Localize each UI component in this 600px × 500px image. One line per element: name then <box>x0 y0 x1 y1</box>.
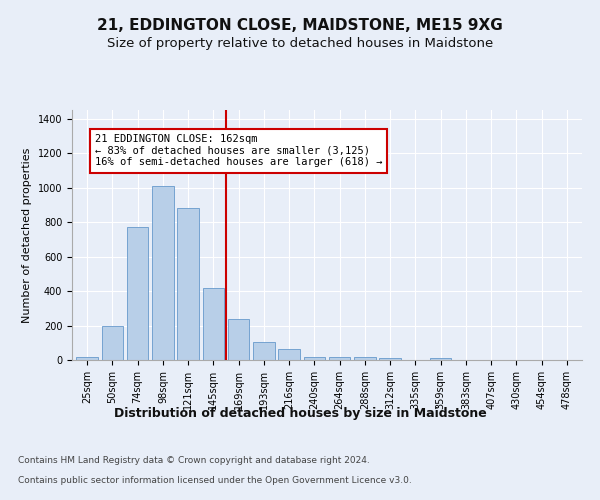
Bar <box>304 356 325 360</box>
Bar <box>354 358 376 360</box>
Bar <box>203 288 224 360</box>
Bar <box>253 342 275 360</box>
Bar <box>178 208 199 360</box>
Bar <box>278 349 300 360</box>
Bar <box>76 356 98 360</box>
Bar <box>430 358 451 360</box>
Text: Contains HM Land Registry data © Crown copyright and database right 2024.: Contains HM Land Registry data © Crown c… <box>18 456 370 465</box>
Bar <box>228 320 250 360</box>
Y-axis label: Number of detached properties: Number of detached properties <box>22 148 32 322</box>
Text: Distribution of detached houses by size in Maidstone: Distribution of detached houses by size … <box>113 408 487 420</box>
Bar <box>101 326 123 360</box>
Bar <box>329 356 350 360</box>
Bar <box>379 358 401 360</box>
Text: Contains public sector information licensed under the Open Government Licence v3: Contains public sector information licen… <box>18 476 412 485</box>
Bar <box>127 227 148 360</box>
Bar <box>152 186 173 360</box>
Text: 21, EDDINGTON CLOSE, MAIDSTONE, ME15 9XG: 21, EDDINGTON CLOSE, MAIDSTONE, ME15 9XG <box>97 18 503 32</box>
Text: Size of property relative to detached houses in Maidstone: Size of property relative to detached ho… <box>107 38 493 51</box>
Text: 21 EDDINGTON CLOSE: 162sqm
← 83% of detached houses are smaller (3,125)
16% of s: 21 EDDINGTON CLOSE: 162sqm ← 83% of deta… <box>95 134 382 168</box>
